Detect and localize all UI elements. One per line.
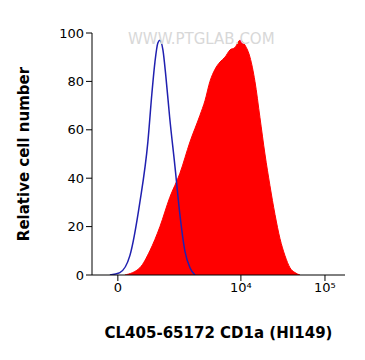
svg-text:0: 0 [76,268,84,283]
svg-text:100: 100 [59,26,84,41]
html-text:WWW.PTGLAB.COM: WWW.PTGLAB.COM [128,30,275,48]
svg-text:CL405-65172 CD1a (HI149): CL405-65172 CD1a (HI149) [105,324,333,342]
svg-text:80: 80 [67,74,84,89]
svg-text:0: 0 [114,280,122,295]
svg-text:10⁵: 10⁵ [314,280,336,295]
svg-text:10⁴: 10⁴ [230,280,252,295]
svg-text:Relative cell number: Relative cell number [15,66,33,241]
svg-text:40: 40 [67,171,84,186]
svg-text:60: 60 [67,122,84,137]
svg-text:20: 20 [67,219,84,234]
